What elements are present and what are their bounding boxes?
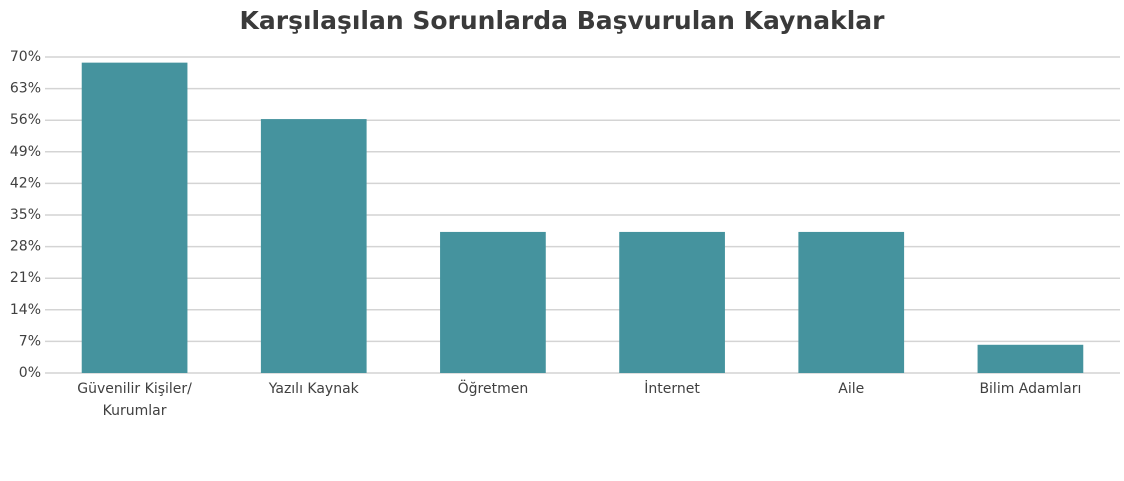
bar bbox=[977, 344, 1084, 373]
x-tick-label: Güvenilir Kişiler/ Kurumlar bbox=[77, 381, 192, 419]
x-tick-label: Öğretmen bbox=[457, 381, 529, 397]
y-tick-label: 21% bbox=[10, 270, 41, 286]
y-tick-label: 28% bbox=[10, 239, 41, 255]
bar bbox=[440, 231, 546, 373]
bar bbox=[81, 62, 188, 374]
y-tick-label: 14% bbox=[10, 302, 41, 318]
bar bbox=[619, 231, 725, 373]
y-tick-label: 56% bbox=[10, 112, 41, 128]
x-tick-label: Yazılı Kaynak bbox=[268, 381, 359, 397]
y-tick-label: 70% bbox=[10, 49, 41, 65]
y-tick-label: 42% bbox=[10, 175, 41, 191]
y-tick-label: 7% bbox=[19, 333, 41, 349]
y-tick-label: 0% bbox=[19, 365, 41, 381]
bar bbox=[798, 231, 905, 373]
x-tick-label: İnternet bbox=[644, 381, 700, 397]
x-tick-label: Aile bbox=[838, 381, 865, 397]
y-tick-label: 63% bbox=[10, 81, 41, 97]
y-tick-label: 49% bbox=[10, 144, 41, 160]
bar bbox=[260, 119, 367, 373]
chart-title: Karşılaşılan Sorunlarda Başvurulan Kayna… bbox=[240, 6, 886, 35]
x-tick-label: Bilim Adamları bbox=[979, 381, 1082, 397]
y-tick-label: 35% bbox=[10, 207, 41, 223]
